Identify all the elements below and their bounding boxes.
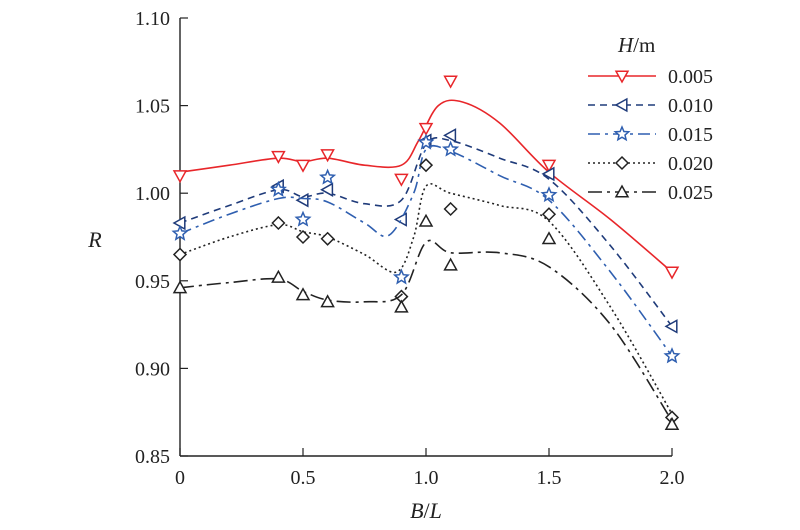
diamond-marker (272, 217, 284, 229)
triangle-left-marker (395, 213, 406, 225)
y-axis-label: R (87, 227, 102, 252)
triangle-down-marker (272, 152, 284, 163)
series-line (180, 146, 672, 356)
legend-label: 0.015 (668, 124, 713, 146)
triangle-down-marker (395, 174, 407, 185)
star-marker (296, 213, 309, 226)
x-tick-label: 1.0 (414, 467, 439, 489)
x-tick-label: 0.5 (291, 467, 316, 489)
legend-entry: 0.010 (588, 95, 713, 117)
legend-entry: 0.015 (588, 124, 713, 146)
legend: H/m 0.005 0.010 0.015 0.020 0.025 (588, 33, 713, 204)
triangle-up-marker (322, 296, 334, 307)
y-tick-label: 1.00 (135, 183, 170, 205)
y-tick-label: 0.90 (135, 358, 170, 380)
legend-title: H/m (617, 33, 655, 57)
triangle-left-marker (666, 320, 677, 332)
x-axis-label: B/L (410, 498, 442, 523)
x-tick-label: 1.5 (537, 467, 562, 489)
legend-label: 0.020 (668, 153, 713, 175)
triangle-up-marker (297, 289, 309, 300)
star-marker (542, 188, 555, 201)
y-tick-label: 0.95 (135, 271, 170, 293)
diamond-marker (616, 157, 628, 169)
y-tick-label: 1.05 (135, 96, 170, 118)
x-tick-label: 2.0 (660, 467, 685, 489)
legend-entry: 0.025 (588, 182, 713, 204)
triangle-up-marker (420, 215, 432, 226)
x-tick-label: 0 (175, 467, 185, 489)
triangle-left-marker (322, 184, 333, 196)
triangle-up-marker (543, 233, 555, 244)
triangle-down-marker (445, 76, 457, 87)
chart-svg: 0.85 0.90 0.95 1.00 1.05 1.10 0 0.5 1.0 1.5 2.0 R B/… (0, 0, 800, 530)
y-tick-label: 1.10 (135, 8, 170, 30)
series-0.025 (174, 215, 678, 429)
triangle-down-marker (297, 160, 309, 171)
triangle-left-marker (616, 99, 627, 111)
triangle-up-marker (445, 259, 457, 270)
triangle-up-marker (395, 301, 407, 312)
diamond-marker (174, 249, 186, 261)
axes: 0.85 0.90 0.95 1.00 1.05 1.10 0 0.5 1.0 1.5 2.0 R B/… (87, 8, 684, 523)
triangle-down-marker (666, 267, 678, 278)
legend-label: 0.005 (668, 66, 713, 88)
series-0.005 (174, 76, 678, 278)
legend-label: 0.025 (668, 182, 713, 204)
diamond-marker (297, 231, 309, 243)
legend-entry: 0.020 (588, 153, 713, 175)
star-marker (665, 349, 678, 362)
legend-entry: 0.005 (588, 66, 713, 88)
series-line (180, 240, 672, 421)
star-marker (321, 170, 334, 183)
diamond-marker (445, 203, 457, 215)
y-tick-label: 0.85 (135, 446, 170, 468)
legend-label: 0.010 (668, 95, 713, 117)
diamond-marker (322, 233, 334, 245)
star-marker (615, 127, 628, 140)
triangle-down-marker (420, 124, 432, 135)
series-layer (173, 76, 678, 429)
star-marker (395, 270, 408, 283)
triangle-up-marker (272, 271, 284, 282)
triangle-down-marker (174, 171, 186, 182)
